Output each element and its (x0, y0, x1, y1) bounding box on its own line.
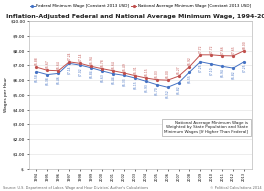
Text: $7.72: $7.72 (209, 44, 213, 53)
Text: $6.55: $6.55 (187, 74, 191, 83)
Text: $6.03: $6.03 (155, 69, 159, 78)
Text: $6.92: $6.92 (187, 56, 191, 65)
Text: $6.15: $6.15 (144, 67, 148, 76)
Text: $5.70: $5.70 (155, 87, 159, 96)
Text: $7.14: $7.14 (67, 66, 71, 74)
Text: $6.84: $6.84 (89, 70, 93, 79)
Text: $6.49: $6.49 (122, 62, 126, 71)
Text: $7.72: $7.72 (199, 44, 202, 53)
Title: Inflation-Adjusted Federal and National Average Minimum Wage, 1994-2013: Inflation-Adjusted Federal and National … (6, 14, 264, 19)
Text: $6.27: $6.27 (177, 66, 181, 74)
Text: $7.24: $7.24 (67, 51, 71, 60)
Text: $5.52: $5.52 (166, 89, 170, 98)
Text: $7.14: $7.14 (78, 53, 82, 61)
Text: $7.10: $7.10 (209, 66, 213, 75)
Text: $6.63: $6.63 (100, 73, 104, 82)
Text: $6.94: $6.94 (220, 68, 224, 77)
Text: Source: U.S. Department of Labor, Wage and Hour Division; Author's Calculations: Source: U.S. Department of Labor, Wage a… (3, 186, 148, 190)
Text: $7.25: $7.25 (242, 64, 246, 72)
Text: $7.02: $7.02 (78, 67, 82, 76)
Text: $7.66: $7.66 (220, 45, 224, 54)
Text: $6.15: $6.15 (133, 80, 137, 89)
Text: $6.38: $6.38 (45, 77, 49, 85)
Text: $6.58: $6.58 (35, 74, 39, 83)
Text: $5.93: $5.93 (144, 83, 148, 92)
Text: $6.94: $6.94 (89, 55, 93, 64)
Text: $6.33: $6.33 (122, 77, 126, 86)
Text: $6.64: $6.64 (111, 60, 115, 69)
Text: $7.65: $7.65 (231, 45, 235, 54)
Text: $6.78: $6.78 (100, 58, 104, 67)
Text: $6.82: $6.82 (231, 70, 235, 79)
Text: $8.00: $8.00 (242, 40, 246, 49)
Text: $6.88: $6.88 (35, 57, 39, 65)
Text: © Political Calculations 2014: © Political Calculations 2014 (210, 186, 261, 190)
Text: $5.82: $5.82 (177, 85, 181, 94)
Text: $6.46: $6.46 (56, 75, 60, 84)
Text: $6.64: $6.64 (56, 60, 60, 69)
Text: $6.31: $6.31 (133, 65, 137, 74)
Text: $6.00: $6.00 (166, 69, 170, 78)
Text: $6.67: $6.67 (45, 59, 49, 68)
Text: $7.25: $7.25 (199, 64, 202, 72)
Text: $6.44: $6.44 (111, 76, 115, 84)
Text: National Average Minimum Wage is
Weighted by State Population and State
Minimum : National Average Minimum Wage is Weighte… (164, 121, 248, 134)
Legend: Federal Minimum Wage [Constant 2013 USD], National Average Minimum Wage [Constan: Federal Minimum Wage [Constant 2013 USD]… (30, 4, 251, 8)
Y-axis label: Wages per Hour: Wages per Hour (4, 77, 8, 112)
